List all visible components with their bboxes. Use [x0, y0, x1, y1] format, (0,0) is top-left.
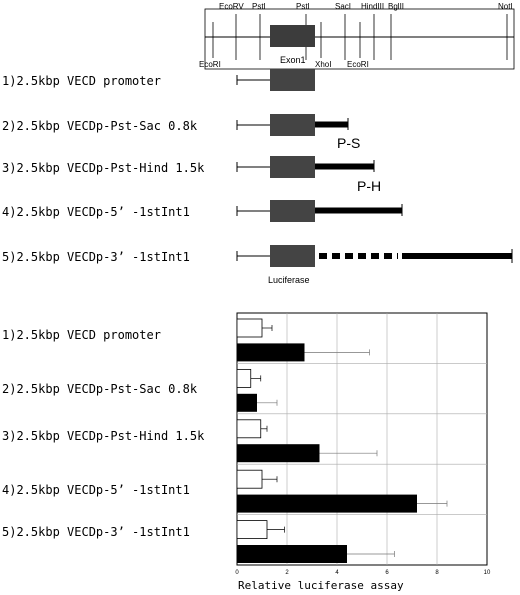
- fragment-p-h: P-H: [357, 178, 381, 194]
- bar-s2-5: [237, 545, 347, 563]
- site-psti-1: PstI: [252, 2, 266, 11]
- site-xhoi: XhoI: [315, 60, 331, 69]
- construct-2-label: 2)2.5kbp VECDp-Pst-Sac 0.8k: [2, 119, 198, 133]
- construct-1-label: 1)2.5kbp VECD promoter: [2, 74, 161, 88]
- restriction-map: EcoRV PstI PstI SacI HindIII BglII NotI …: [199, 2, 515, 70]
- construct-4-insert: [315, 207, 402, 214]
- site-saci: SacI: [335, 2, 351, 11]
- construct-5-label: 5)2.5kbp VECDp-3’ -1stInt1: [2, 250, 190, 264]
- construct-2-insert: [315, 121, 348, 128]
- x-tick-label-3: 6: [385, 570, 389, 576]
- luciferase-label: Luciferase: [268, 275, 310, 285]
- exon1-box: [270, 25, 315, 47]
- category-label-2: 2)2.5kbp VECDp-Pst-Sac 0.8k: [2, 382, 198, 396]
- fragment-p-s: P-S: [337, 135, 360, 151]
- bar-s2-4: [237, 494, 417, 513]
- category-label-4: 4)2.5kbp VECDp-5’ -1stInt1: [2, 483, 190, 497]
- construct-3-exon: [270, 156, 315, 178]
- bar-s1-3: [236, 419, 262, 439]
- construct-5-exon: [270, 245, 315, 267]
- category-label-5: 5)2.5kbp VECDp-3’ -1stInt1: [2, 525, 190, 539]
- bar-s1-4: [236, 469, 263, 489]
- x-tick-label-5: 10: [484, 570, 491, 576]
- construct-3-insert: [315, 163, 374, 170]
- construct-3-label: 3)2.5kbp VECDp-Pst-Hind 1.5k: [2, 161, 205, 175]
- bar-s1-2: [236, 368, 252, 388]
- category-label-3: 3)2.5kbp VECDp-Pst-Hind 1.5k: [2, 429, 205, 443]
- category-label-1: 1)2.5kbp VECD promoter: [2, 328, 161, 342]
- x-tick-label-4: 8: [435, 570, 439, 576]
- construct-2-exon: [270, 114, 315, 136]
- constructs: 1)2.5kbp VECD promoter 2)2.5kbp VECDp-Ps…: [2, 69, 513, 285]
- site-noti: NotI: [498, 2, 513, 11]
- x-tick-label-1: 2: [285, 570, 289, 576]
- luciferase-chart: 1)2.5kbp VECD promoter 2)2.5kbp VECDp-Ps…: [2, 312, 491, 592]
- bar-s1-1: [236, 318, 263, 338]
- site-hindiii: HindIII: [361, 2, 384, 11]
- x-tick-label-0: 0: [235, 570, 239, 576]
- site-bglii: BglII: [388, 2, 404, 11]
- x-axis-label: Relative luciferase assay: [238, 579, 404, 592]
- construct-1-exon: [270, 69, 315, 91]
- map-frame: [204, 8, 515, 70]
- site-ecori-1: EcoRI: [199, 60, 221, 69]
- construct-5-insert: [402, 253, 512, 259]
- exon1-label: Exon1: [280, 55, 306, 65]
- plot-area: 0 2 4 6 8 10: [235, 312, 491, 576]
- site-ecori-2: EcoRI: [347, 60, 369, 69]
- bar-s2-3: [237, 444, 320, 463]
- site-psti-2: PstI: [296, 2, 310, 11]
- x-tick-label-2: 4: [335, 570, 339, 576]
- bar-s1-5: [236, 520, 268, 539]
- bar-s2-1: [237, 343, 305, 362]
- construct-4-label: 4)2.5kbp VECDp-5’ -1stInt1: [2, 205, 190, 219]
- construct-4-exon: [270, 200, 315, 222]
- bar-s2-2: [237, 393, 257, 412]
- site-ecorv: EcoRV: [219, 2, 244, 11]
